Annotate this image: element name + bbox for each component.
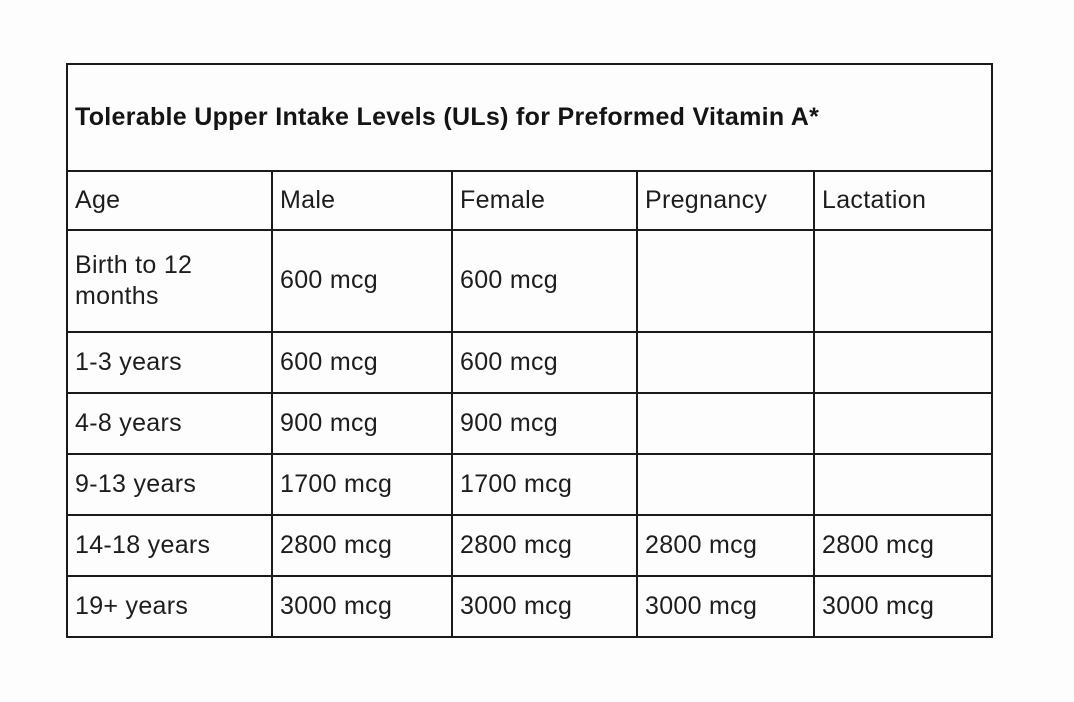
table-title-text: Tolerable Upper Intake Levels (ULs) for … [75,102,820,131]
age-cell: 1-3 years [66,331,273,394]
pregnancy-cell: 2800 mcg [636,514,815,577]
table-row-14-18-years: 14-18 years 2800 mcg 2800 mcg 2800 mcg 2… [66,514,994,577]
female-cell: 2800 mcg [451,514,638,577]
column-header-lactation: Lactation [812,170,994,231]
table-row-4-8-years: 4-8 years 900 mcg 900 mcg [66,392,994,455]
table-title-row: Tolerable Upper Intake Levels (ULs) for … [65,63,994,172]
female-cell: 600 mcg [451,331,638,394]
age-cell: 4-8 years [66,392,273,455]
pregnancy-cell [636,331,815,394]
table-title: Tolerable Upper Intake Levels (ULs) for … [65,63,994,172]
pregnancy-cell [636,453,815,516]
female-cell: 3000 mcg [451,575,638,638]
lactation-cell: 3000 mcg [812,575,994,638]
lactation-cell [812,392,994,455]
column-header-female: Female [451,170,638,231]
male-cell: 2800 mcg [271,514,453,577]
female-cell: 600 mcg [451,229,638,333]
table-row-1-3-years: 1-3 years 600 mcg 600 mcg [66,331,994,394]
vitamin-a-ul-table: Tolerable Upper Intake Levels (ULs) for … [65,63,994,638]
lactation-cell: 2800 mcg [812,514,994,577]
column-header-male: Male [271,170,453,231]
table-row-19-plus-years: 19+ years 3000 mcg 3000 mcg 3000 mcg 300… [66,575,994,638]
female-cell: 1700 mcg [451,453,638,516]
table-header-row: Age Male Female Pregnancy Lactation [66,170,994,231]
pregnancy-cell [636,229,815,333]
lactation-cell [812,331,994,394]
female-cell: 900 mcg [451,392,638,455]
pregnancy-cell [636,392,815,455]
pregnancy-cell: 3000 mcg [636,575,815,638]
age-cell: 19+ years [66,575,273,638]
column-header-pregnancy: Pregnancy [636,170,815,231]
column-header-age: Age [66,170,273,231]
male-cell: 600 mcg [271,229,453,333]
lactation-cell [812,229,994,333]
age-cell: 14-18 years [66,514,273,577]
age-cell: 9-13 years [66,453,273,516]
age-cell: Birth to 12 months [66,229,273,333]
male-cell: 600 mcg [271,331,453,394]
male-cell: 900 mcg [271,392,453,455]
lactation-cell [812,453,994,516]
table-row-birth-to-12-months: Birth to 12 months 600 mcg 600 mcg [66,229,994,333]
table-row-9-13-years: 9-13 years 1700 mcg 1700 mcg [66,453,994,516]
male-cell: 3000 mcg [271,575,453,638]
male-cell: 1700 mcg [271,453,453,516]
